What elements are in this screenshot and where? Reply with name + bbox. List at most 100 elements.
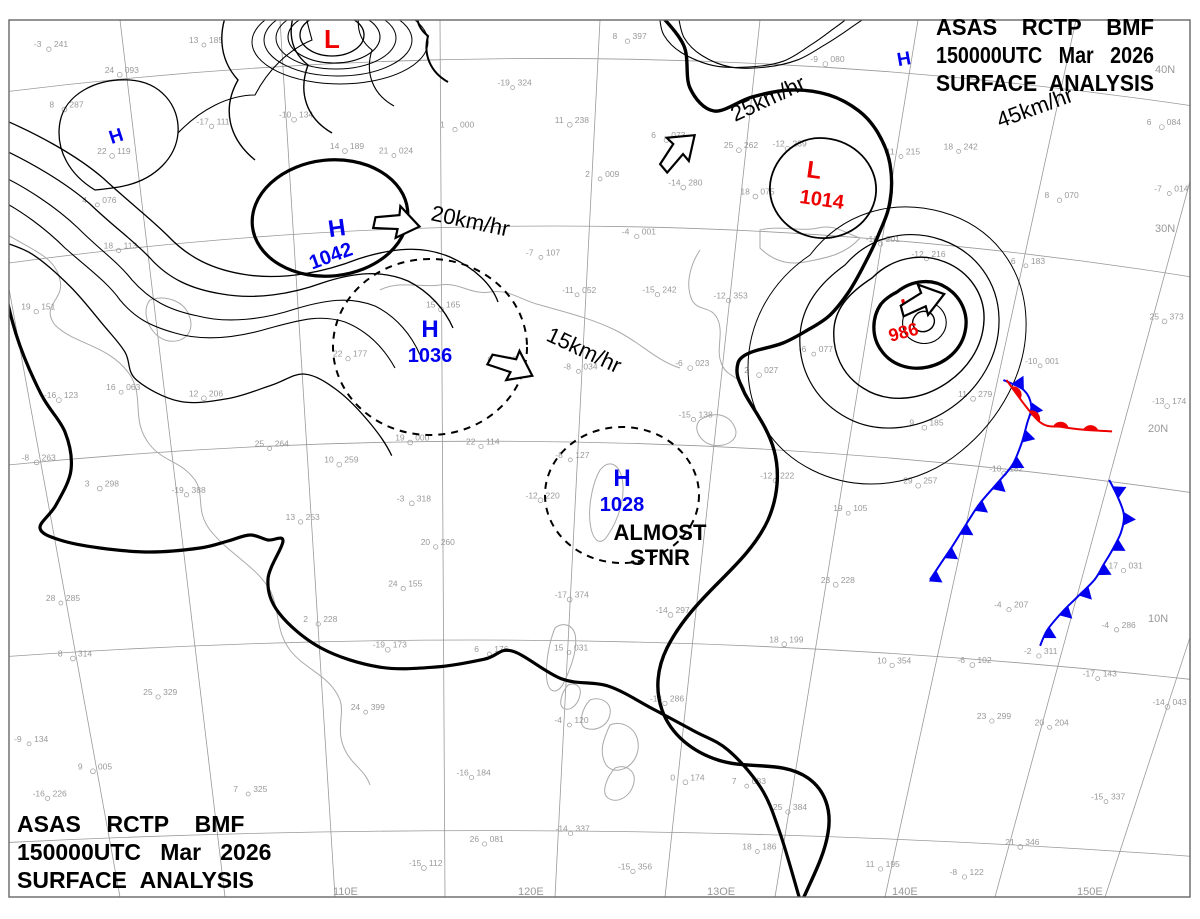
svg-text:183: 183 [1031, 256, 1045, 266]
svg-text:150E: 150E [1077, 886, 1103, 898]
svg-text:299: 299 [997, 711, 1011, 721]
svg-text:001: 001 [642, 227, 656, 237]
svg-text:29: 29 [903, 476, 913, 486]
svg-text:216: 216 [931, 249, 945, 259]
svg-text:005: 005 [98, 761, 112, 771]
svg-text:-13: -13 [1152, 396, 1165, 406]
svg-text:260: 260 [441, 537, 455, 547]
svg-text:13: 13 [286, 512, 296, 522]
svg-text:264: 264 [275, 439, 289, 449]
svg-text:-10: -10 [279, 110, 292, 120]
svg-text:000: 000 [460, 120, 474, 130]
svg-text:-19: -19 [498, 78, 511, 88]
svg-text:8: 8 [49, 100, 54, 110]
svg-text:10N: 10N [1148, 613, 1168, 625]
svg-text:120E: 120E [518, 886, 544, 898]
svg-text:1: 1 [440, 120, 445, 130]
svg-text:206: 206 [209, 388, 223, 398]
svg-text:-12: -12 [526, 490, 539, 500]
svg-text:11: 11 [866, 859, 875, 869]
svg-text:262: 262 [744, 140, 758, 150]
svg-text:119: 119 [117, 146, 131, 156]
svg-text:-8: -8 [22, 452, 30, 462]
svg-text:30N: 30N [1155, 223, 1175, 235]
svg-text:19: 19 [21, 302, 31, 312]
svg-text:-12: -12 [714, 291, 727, 301]
svg-text:220: 220 [546, 490, 560, 500]
svg-text:15: 15 [554, 642, 564, 652]
svg-text:242: 242 [964, 141, 978, 151]
svg-text:2: 2 [303, 614, 308, 624]
svg-text:-10: -10 [989, 463, 1002, 473]
svg-text:399: 399 [371, 702, 385, 712]
svg-text:112: 112 [429, 858, 443, 868]
svg-text:102: 102 [977, 655, 991, 665]
svg-text:26: 26 [470, 834, 480, 844]
svg-text:384: 384 [793, 802, 807, 812]
svg-text:21: 21 [379, 146, 389, 156]
svg-text:337: 337 [576, 824, 590, 834]
svg-text:150000UTC Mar 2026: 150000UTC Mar 2026 [17, 839, 271, 865]
svg-text:354: 354 [897, 655, 911, 665]
svg-text:298: 298 [105, 479, 119, 489]
svg-text:STNR: STNR [630, 545, 690, 570]
svg-text:027: 027 [764, 365, 778, 375]
svg-text:111: 111 [217, 116, 230, 126]
svg-text:-16: -16 [33, 788, 46, 798]
svg-text:24: 24 [351, 702, 361, 712]
svg-text:-11: -11 [562, 285, 574, 295]
svg-text:063: 063 [126, 382, 140, 392]
svg-text:189: 189 [350, 141, 364, 151]
svg-text:6: 6 [651, 130, 656, 140]
svg-text:13: 13 [189, 35, 199, 45]
svg-text:031: 031 [1129, 561, 1143, 571]
svg-text:8: 8 [58, 649, 63, 659]
svg-text:134: 134 [34, 734, 48, 744]
svg-text:-4: -4 [994, 600, 1002, 610]
svg-text:318: 318 [417, 493, 431, 503]
svg-text:-6: -6 [957, 655, 965, 665]
svg-text:-15: -15 [679, 410, 692, 420]
svg-text:2: 2 [585, 169, 590, 179]
svg-text:L: L [324, 24, 340, 54]
svg-text:001: 001 [1045, 356, 1059, 366]
svg-text:123: 123 [64, 390, 78, 400]
svg-text:070: 070 [1065, 190, 1079, 200]
svg-text:-4: -4 [622, 227, 630, 237]
svg-text:084: 084 [1167, 117, 1181, 127]
svg-text:257: 257 [923, 476, 937, 486]
svg-text:H: H [421, 316, 438, 343]
svg-text:-14: -14 [1153, 697, 1166, 707]
svg-text:-15: -15 [642, 285, 655, 295]
svg-text:226: 226 [53, 788, 67, 798]
svg-text:-7: -7 [526, 247, 534, 257]
svg-text:195: 195 [886, 859, 900, 869]
svg-text:-4: -4 [554, 715, 562, 725]
svg-text:113: 113 [124, 240, 138, 250]
svg-text:388: 388 [192, 485, 206, 495]
svg-text:177: 177 [353, 349, 367, 359]
svg-text:397: 397 [633, 31, 647, 41]
svg-text:165: 165 [446, 300, 460, 310]
svg-text:24: 24 [388, 579, 398, 589]
svg-text:-12: -12 [773, 139, 786, 149]
svg-text:174: 174 [1172, 396, 1186, 406]
svg-text:22: 22 [466, 437, 476, 447]
svg-text:-12: -12 [760, 471, 773, 481]
svg-text:081: 081 [490, 834, 504, 844]
svg-text:204: 204 [1055, 717, 1069, 727]
svg-text:186: 186 [762, 842, 776, 852]
svg-text:-4: -4 [1102, 620, 1110, 630]
svg-text:15: 15 [426, 300, 436, 310]
svg-text:7: 7 [233, 784, 238, 794]
svg-text:207: 207 [1014, 600, 1028, 610]
svg-text:3: 3 [85, 479, 90, 489]
svg-text:23: 23 [977, 711, 987, 721]
svg-text:140E: 140E [892, 886, 918, 898]
svg-text:174: 174 [690, 772, 704, 782]
svg-text:143: 143 [1103, 669, 1117, 679]
svg-text:10: 10 [877, 655, 887, 665]
svg-text:-10: -10 [1025, 356, 1038, 366]
svg-text:009: 009 [605, 169, 619, 179]
svg-text:-16: -16 [44, 390, 57, 400]
